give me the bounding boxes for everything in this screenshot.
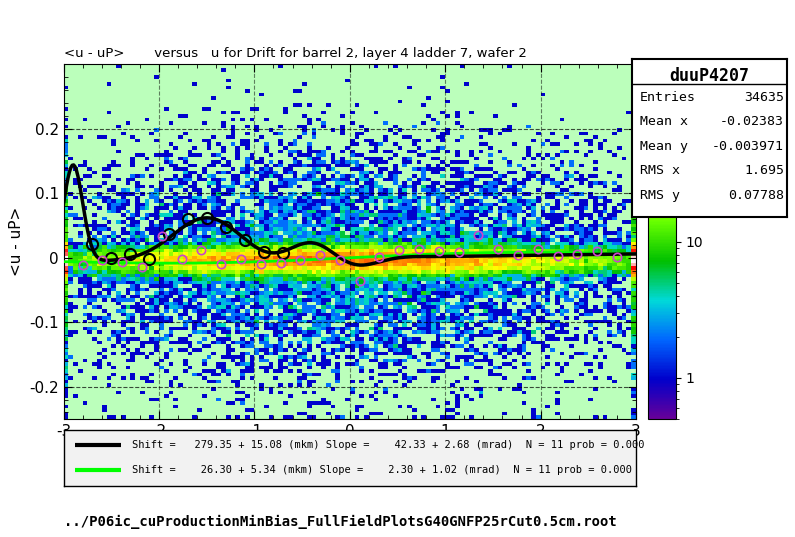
Text: ../P06ic_cuProductionMinBias_FullFieldPlotsG40GNFP25rCut0.5cm.root: ../P06ic_cuProductionMinBias_FullFieldPl… — [64, 515, 616, 529]
Text: -0.003971: -0.003971 — [712, 140, 784, 153]
Text: 1.695: 1.695 — [744, 164, 784, 177]
Text: <u - uP>       versus   u for Drift for barrel 2, layer 4 ladder 7, wafer 2: <u - uP> versus u for Drift for barrel 2… — [64, 47, 526, 61]
Text: Shift =   279.35 + 15.08 (mkm) Slope =    42.33 + 2.68 (mrad)  N = 11 prob = 0.0: Shift = 279.35 + 15.08 (mkm) Slope = 42.… — [132, 440, 645, 451]
Text: Shift =    26.30 + 5.34 (mkm) Slope =    2.30 + 1.02 (mrad)  N = 11 prob = 0.000: Shift = 26.30 + 5.34 (mkm) Slope = 2.30 … — [132, 465, 632, 475]
Text: RMS x: RMS x — [640, 164, 680, 177]
Y-axis label: <u - uP>: <u - uP> — [9, 207, 24, 276]
Text: 0.07788: 0.07788 — [728, 189, 784, 202]
Text: Mean x: Mean x — [640, 115, 688, 128]
Text: Mean y: Mean y — [640, 140, 688, 153]
Text: RMS y: RMS y — [640, 189, 680, 202]
Text: Entries: Entries — [640, 91, 696, 104]
Text: -0.02383: -0.02383 — [720, 115, 784, 128]
Text: duuP4207: duuP4207 — [669, 67, 750, 85]
Text: 34635: 34635 — [744, 91, 784, 104]
X-axis label: u: u — [344, 444, 355, 462]
